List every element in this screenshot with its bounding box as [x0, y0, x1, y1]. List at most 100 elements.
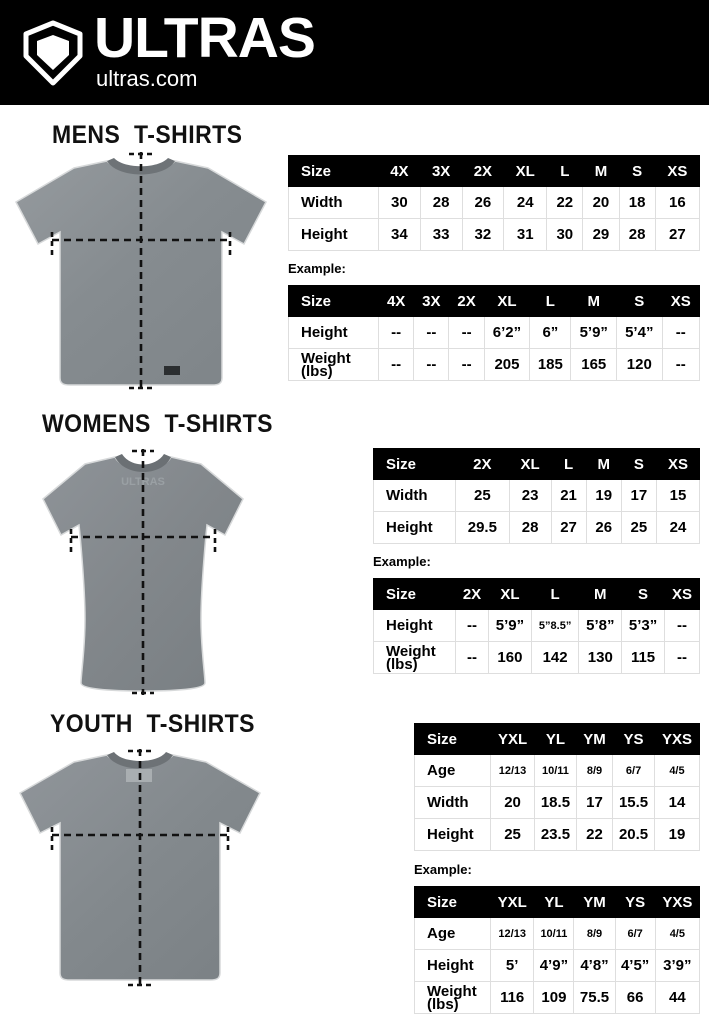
col-header-xs: XS: [661, 285, 701, 317]
cell: --: [377, 316, 415, 349]
col-header-s: S: [618, 155, 656, 187]
cell: 16: [654, 186, 701, 219]
cell: --: [663, 609, 701, 642]
cell: 20: [582, 186, 620, 219]
col-header-3x: 3X: [413, 285, 450, 317]
cell: 33: [419, 218, 463, 251]
col-header-yl: YL: [533, 886, 575, 918]
cell: 17: [620, 479, 657, 512]
col-header-xl: XL: [508, 448, 552, 480]
cell: 15.5: [612, 786, 655, 819]
cell: 23: [508, 479, 552, 512]
table-row: Width 20 18.5 17 15.5 14: [414, 786, 701, 819]
brand-text-block: ULTRAS ultras.com: [94, 6, 316, 92]
row-label-height: Height: [373, 511, 456, 544]
cell: 23.5: [534, 818, 577, 851]
youth-example-table: Size YXL YL YM YS YXS Age 12/13 10/11 8/…: [414, 886, 701, 1014]
table-header-row: Size YXL YL YM YS YXS: [414, 886, 701, 918]
cell: 142: [530, 641, 580, 674]
cell: 6/7: [612, 754, 655, 787]
cell: 19: [653, 818, 701, 851]
cell: 4’9”: [533, 949, 575, 982]
cell: 12/13: [489, 917, 535, 950]
cell: 18.5: [534, 786, 577, 819]
cell: 6/7: [614, 917, 656, 950]
cell: --: [661, 348, 701, 381]
cell: 26: [461, 186, 505, 219]
cell: --: [448, 316, 485, 349]
cell: 31: [503, 218, 548, 251]
cell: 32: [461, 218, 505, 251]
col-header-size: Size: [414, 886, 491, 918]
shield-pentagon-icon: [23, 20, 83, 85]
col-header-ym: YM: [575, 723, 614, 755]
cell: 116: [489, 981, 535, 1014]
cell: 10/11: [533, 917, 575, 950]
col-header-4x: 4X: [378, 155, 421, 187]
womens-example-table: Size 2X XL L M S XS Height -- 5’9” 5”8.5…: [373, 578, 701, 674]
col-header-l: L: [529, 285, 572, 317]
cell: 8/9: [575, 754, 614, 787]
mens-example-table: Size 4X 3X 2X XL L M S XS Height -- -- -…: [288, 285, 701, 381]
cell: 30: [378, 186, 421, 219]
cell: 165: [570, 348, 618, 381]
cell: 130: [578, 641, 623, 674]
cell: 3’9”: [654, 949, 701, 982]
youth-tshirt-illustration: [14, 745, 266, 990]
cell: --: [448, 348, 485, 381]
cell: 28: [419, 186, 463, 219]
row-label-weight: Weight (lbs): [288, 348, 379, 381]
row-label-height: Height: [414, 949, 491, 982]
row-label-height: Height: [373, 609, 456, 642]
col-header-2x: 2X: [454, 578, 490, 610]
cell: 5’4”: [616, 316, 663, 349]
col-header-ys: YS: [614, 886, 656, 918]
cell: --: [413, 348, 450, 381]
row-label-weight: Weight (lbs): [414, 981, 491, 1014]
cell: 17: [575, 786, 614, 819]
col-header-4x: 4X: [377, 285, 415, 317]
cell: 5’8”: [578, 609, 623, 642]
cell: --: [377, 348, 415, 381]
row-label-weight-line1: Weight: [386, 643, 436, 660]
section-title-youth: YOUTH T-SHIRTS: [50, 710, 255, 738]
example-label-youth: Example:: [414, 862, 472, 877]
col-header-m: M: [570, 285, 618, 317]
cell: 12/13: [489, 754, 536, 787]
row-label-weight-line2: (lbs): [427, 996, 459, 1013]
example-label-mens: Example:: [288, 261, 346, 276]
cell: 5”8.5”: [530, 609, 580, 642]
col-header-m: M: [578, 578, 623, 610]
cell: 5’3”: [621, 609, 665, 642]
example-label-womens: Example:: [373, 554, 431, 569]
cell: 25: [455, 479, 510, 512]
col-header-xl: XL: [503, 155, 548, 187]
col-header-xl: XL: [488, 578, 532, 610]
table-row: Height 25 23.5 22 20.5 19: [414, 818, 701, 851]
cell: 6”: [529, 316, 572, 349]
col-header-yl: YL: [534, 723, 577, 755]
cell: 15: [655, 479, 701, 512]
col-header-2x: 2X: [461, 155, 505, 187]
cell: 4/5: [654, 917, 701, 950]
row-label-weight-line2: (lbs): [386, 656, 418, 673]
table-row: Height -- 5’9” 5”8.5” 5’8” 5’3” --: [373, 609, 701, 642]
brand-name: ULTRAS: [94, 6, 316, 70]
col-header-m: M: [585, 448, 622, 480]
col-header-yxl: YXL: [489, 723, 536, 755]
cell: 21: [550, 479, 587, 512]
cell: --: [413, 316, 450, 349]
cell: 4’8”: [573, 949, 616, 982]
col-header-yxs: YXS: [654, 886, 701, 918]
cell: 5’9”: [488, 609, 532, 642]
col-header-l: L: [546, 155, 584, 187]
cell: --: [454, 609, 490, 642]
col-header-l: L: [530, 578, 580, 610]
brand-header: ULTRAS ultras.com: [0, 0, 709, 105]
row-label-height: Height: [414, 818, 491, 851]
col-header-2x: 2X: [455, 448, 510, 480]
mens-size-table: Size 4X 3X 2X XL L M S XS Width 30 28 26…: [288, 155, 701, 251]
col-header-xs: XS: [655, 448, 701, 480]
cell: --: [661, 316, 701, 349]
